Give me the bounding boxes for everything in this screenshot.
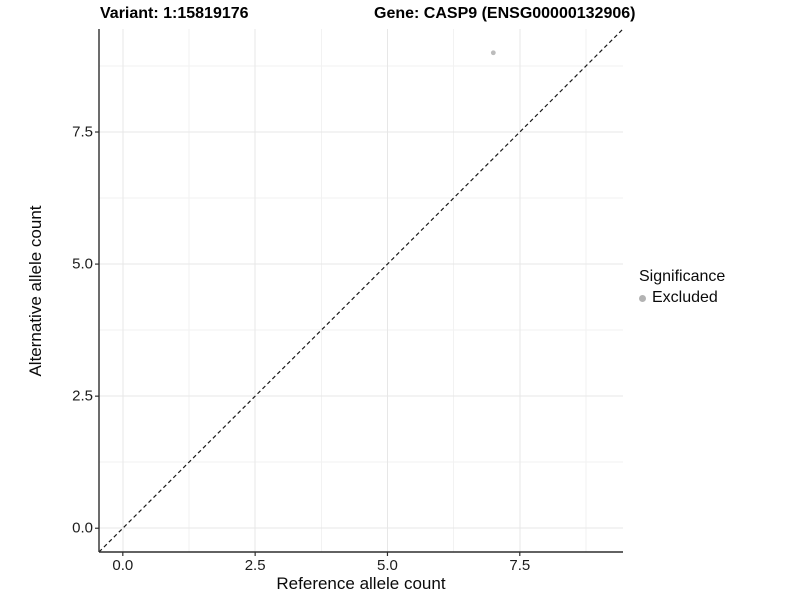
y-tick-label: 7.5: [72, 123, 93, 141]
gene-title: Gene: CASP9 (ENSG00000132906): [374, 5, 636, 22]
data-point: [490, 50, 496, 56]
y-tick-label: 0.0: [72, 519, 93, 537]
excluded-point-icon: [639, 294, 646, 302]
legend-entry-excluded: Excluded: [639, 289, 725, 307]
y-tick-label: 2.5: [72, 387, 93, 405]
y-axis-title: Alternative allele count: [26, 205, 45, 377]
legend-entry-label: Excluded: [652, 289, 718, 306]
variant-title: Variant: 1:15819176: [100, 5, 249, 22]
x-tick-label: 7.5: [509, 557, 531, 574]
x-tick-label: 2.5: [244, 557, 266, 574]
y-tick-label: 5.0: [72, 255, 93, 273]
x-axis-title: Reference allele count: [276, 574, 446, 593]
legend: Significance Excluded: [639, 268, 725, 307]
x-tick-label: 5.0: [377, 557, 398, 574]
identity-dashed-line: [98, 28, 624, 553]
x-tick-label: 0.0: [112, 557, 134, 574]
legend-title: Significance: [639, 268, 726, 285]
